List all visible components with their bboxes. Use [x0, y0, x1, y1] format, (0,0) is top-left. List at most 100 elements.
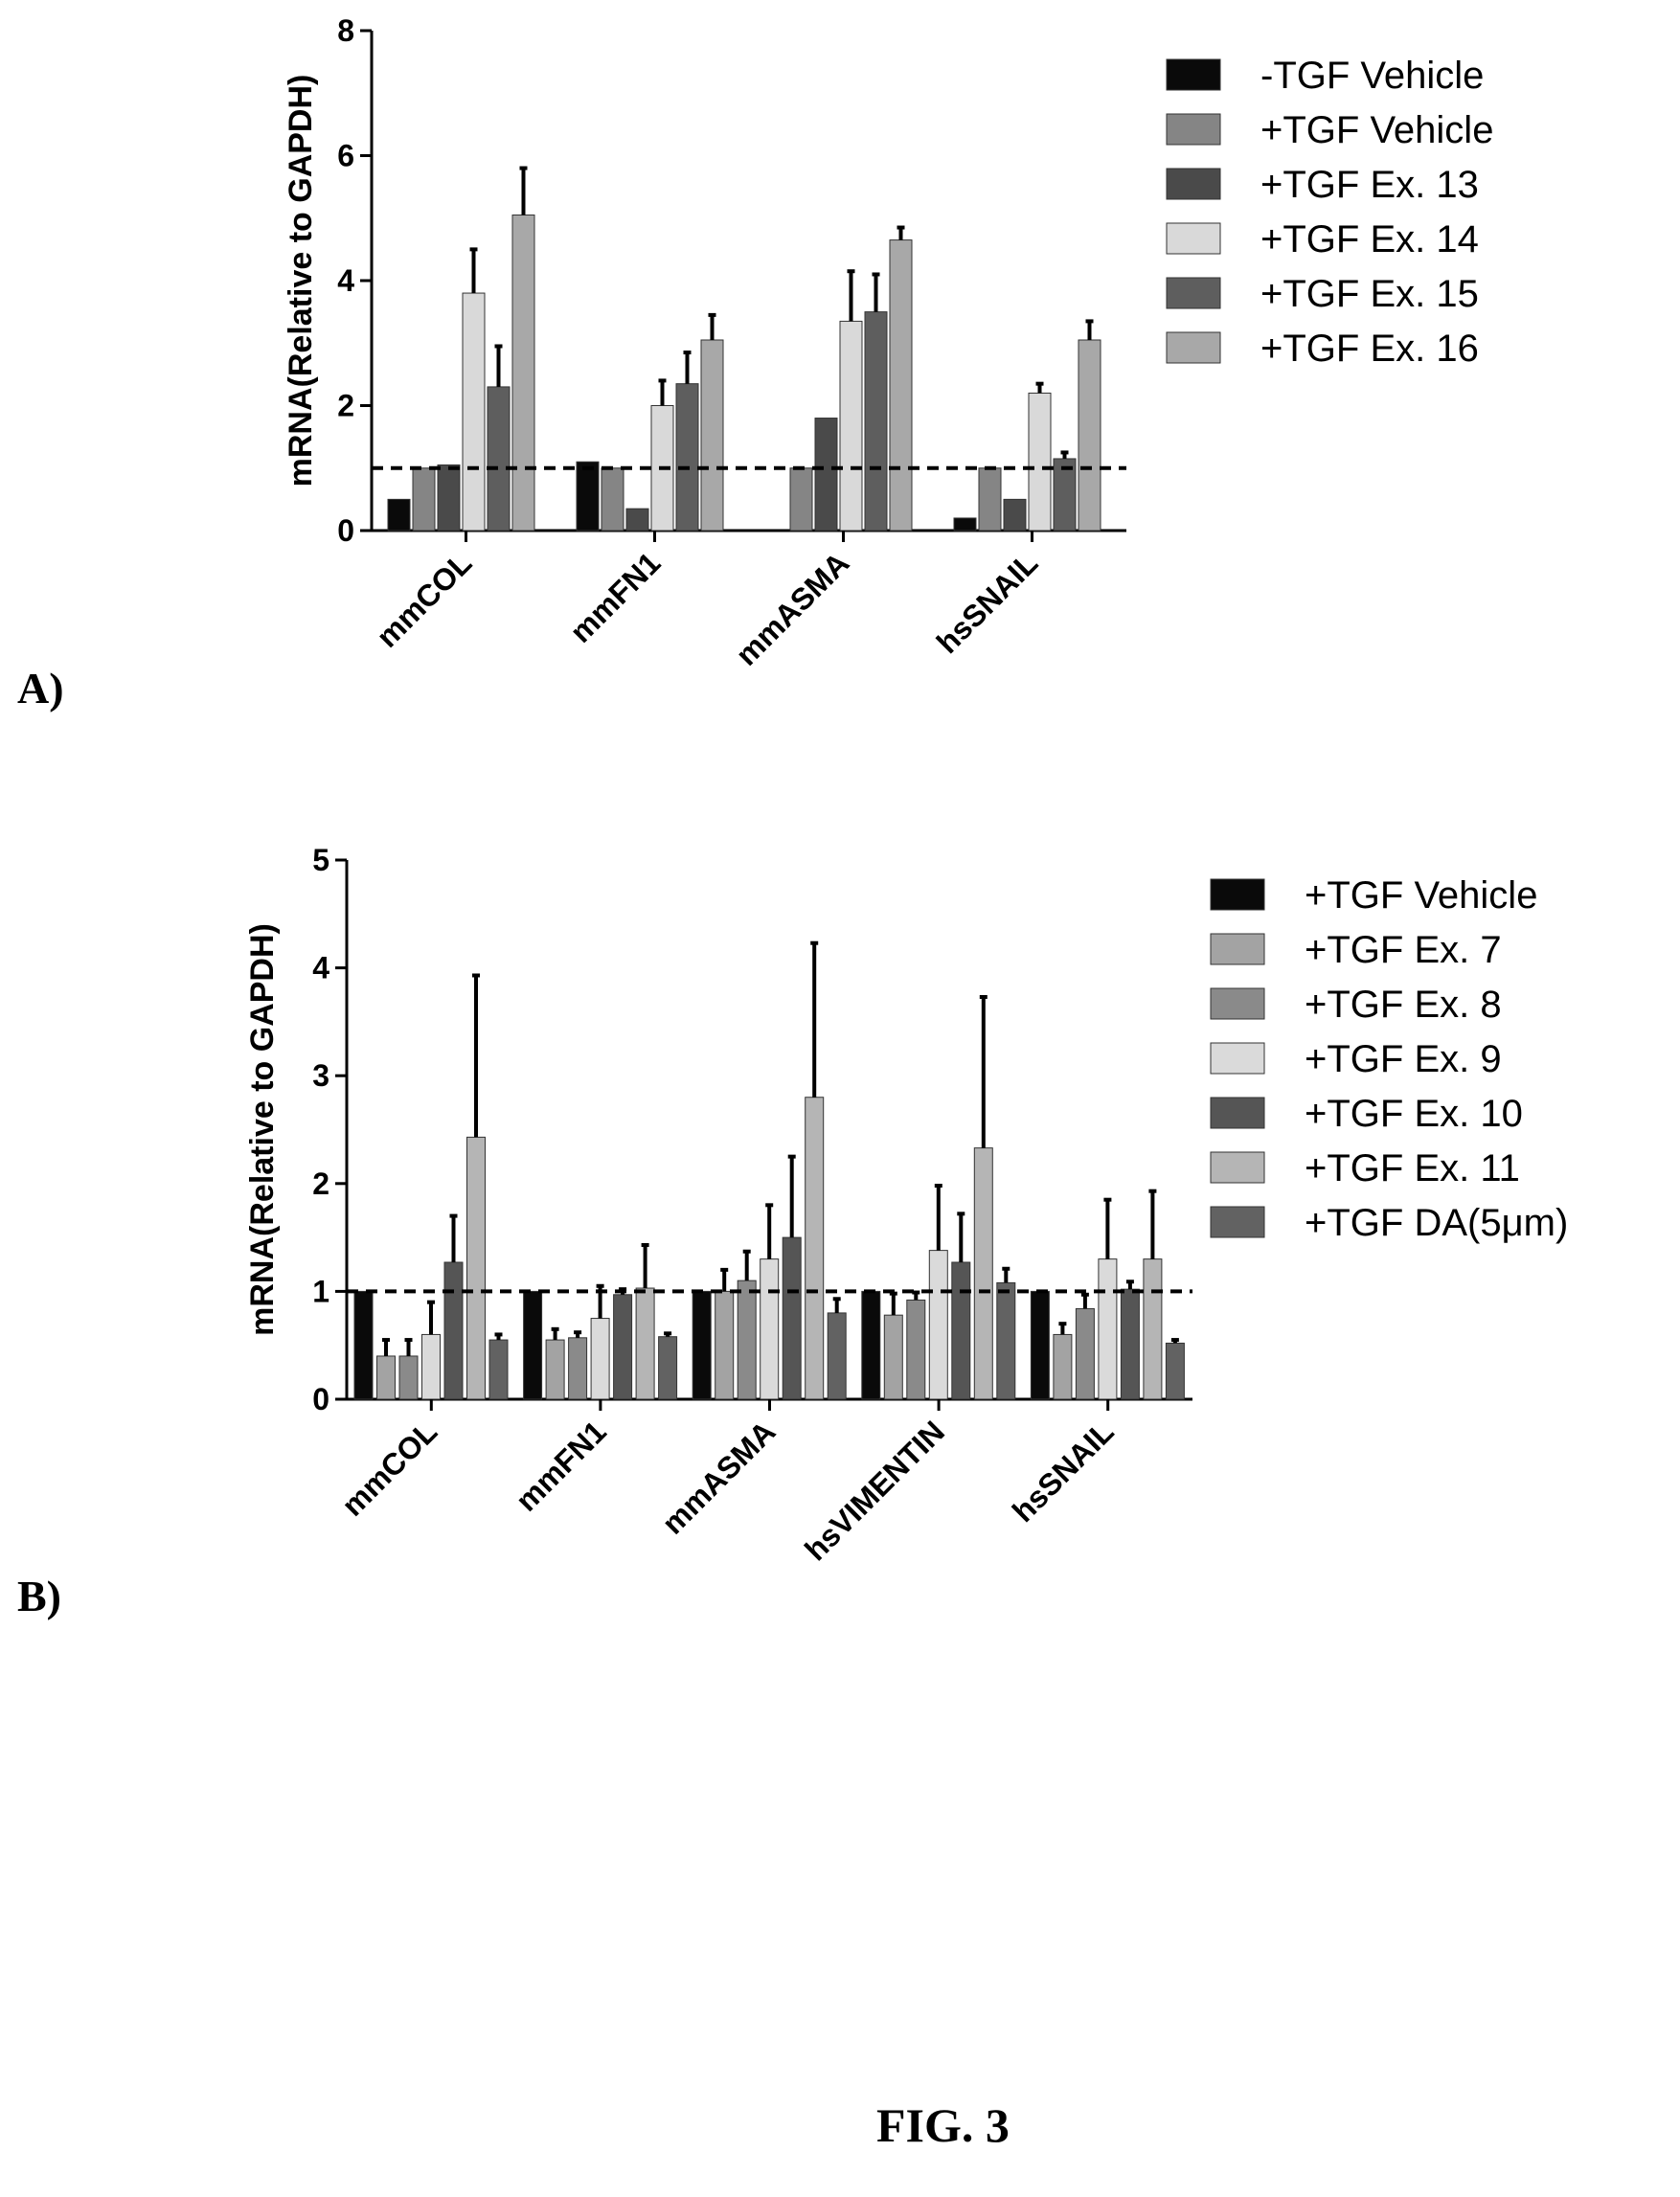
chart1-legend-swatch [1166, 277, 1221, 309]
chart1-legend-swatch [1166, 113, 1221, 146]
chart1-bar [814, 418, 838, 532]
chart1-bar [576, 461, 600, 532]
chart2-category-label: hsSNAIL [1006, 1414, 1121, 1529]
chart2-category-label: mmFN1 [509, 1414, 612, 1517]
chart1-legend-swatch [1166, 222, 1221, 255]
chart1-legend-label: +TGF Ex. 15 [1260, 273, 1479, 315]
panel-label-a: A) [17, 664, 64, 713]
chart2-legend-swatch [1210, 1206, 1265, 1238]
chart1-legend-swatch [1166, 331, 1221, 364]
chart2-y-tick-label: 2 [312, 1166, 329, 1201]
chart1-bar [437, 464, 461, 532]
chart2-bar [1053, 1333, 1073, 1400]
chart1-bar [1003, 498, 1027, 532]
chart2-bar [568, 1337, 588, 1400]
chart2-bar [1030, 1290, 1050, 1400]
chart1-bar [511, 214, 535, 532]
chart1-bar [789, 467, 813, 532]
chart2-bar [421, 1333, 441, 1400]
chart1-category-label: mmCOL [370, 545, 478, 653]
chart2-legend-swatch [1210, 1151, 1265, 1184]
chart2-bar [1075, 1307, 1095, 1400]
chart2-bar [488, 1339, 509, 1400]
chart1-bar [625, 508, 649, 532]
chart1-bar [978, 467, 1002, 532]
chart1-category-label: hsSNAIL [930, 545, 1045, 660]
chart2-bar [1098, 1258, 1118, 1400]
chart2-bar [545, 1339, 565, 1400]
chart2-bar [996, 1281, 1016, 1400]
chart2-bar [443, 1261, 464, 1400]
chart2-legend-label: +TGF DA(5μm) [1305, 1202, 1568, 1244]
chart2-bar [1143, 1258, 1163, 1400]
chart2-category-label: hsVIMENTIN [798, 1414, 951, 1567]
chart2-bar [635, 1287, 655, 1400]
chart2-bar [782, 1236, 802, 1400]
chart1-y-tick-label: 6 [337, 139, 354, 173]
chart2-bar [398, 1355, 419, 1400]
chart2-legend-swatch [1210, 1042, 1265, 1075]
chart1-bar [462, 292, 486, 532]
figure-caption: FIG. 3 [876, 2098, 1010, 2152]
chart2-category-label: mmCOL [335, 1414, 443, 1522]
chart2-y-tick-label: 0 [312, 1382, 329, 1416]
chart1-bar [675, 383, 699, 532]
chart1-legend-label: +TGF Vehicle [1260, 109, 1493, 151]
chart1-bar [700, 339, 724, 532]
chart2-legend-label: +TGF Ex. 7 [1305, 929, 1502, 971]
chart1-bar [839, 320, 863, 532]
chart2-legend-label: +TGF Ex. 8 [1305, 984, 1502, 1026]
chart2-legend-label: +TGF Ex. 11 [1305, 1147, 1520, 1189]
chart1-bar [1078, 339, 1101, 532]
chart1-category-label: mmASMA [729, 545, 855, 671]
chart2-bar [861, 1290, 881, 1400]
chart2-legend-swatch [1210, 878, 1265, 911]
chart2-legend-label: +TGF Ex. 9 [1305, 1038, 1502, 1080]
chart2-bar [883, 1314, 903, 1400]
chart1-bar [1028, 392, 1052, 532]
chart2-legend-swatch [1210, 1097, 1265, 1129]
chart1-legend-label: -TGF Vehicle [1260, 55, 1484, 97]
chart1-legend-label: +TGF Ex. 13 [1260, 164, 1479, 206]
chart2-category-label: mmASMA [655, 1414, 782, 1540]
chart1-bar [601, 467, 624, 532]
chart1-legend-label: +TGF Ex. 16 [1260, 328, 1479, 370]
chart2-bar [590, 1318, 610, 1400]
chart1-y-tick-label: 0 [337, 513, 354, 548]
chart1-bar [889, 239, 913, 532]
chart2-y-tick-label: 5 [312, 843, 329, 877]
chart1-y-tick-label: 2 [337, 389, 354, 423]
chart2-bar [523, 1290, 543, 1400]
chart2-bar [658, 1336, 678, 1400]
chart2-bar [466, 1136, 486, 1400]
chart2-bar [613, 1294, 633, 1400]
chart2-bar [737, 1280, 757, 1400]
chart1-category-label: mmFN1 [563, 545, 667, 648]
chart2-y-tick-label: 1 [312, 1274, 329, 1308]
chart2-bar [1165, 1342, 1185, 1400]
chart2-y-tick-label: 4 [312, 951, 329, 985]
panel-label-b: B) [17, 1572, 61, 1620]
chart1-legend-swatch [1166, 168, 1221, 200]
chart2-bar [928, 1250, 948, 1400]
chart1-legend-swatch [1166, 58, 1221, 91]
chart2-legend-label: +TGF Vehicle [1305, 874, 1537, 917]
chart1-y-tick-label: 8 [337, 13, 354, 48]
chart1-bar [387, 498, 411, 532]
chart2-bar [805, 1097, 825, 1400]
chart1-y-axis-title: mRNA(Relative to GAPDH) [283, 75, 319, 487]
chart2-bar [1120, 1288, 1140, 1400]
chart2-bar [951, 1261, 971, 1400]
chart2-bar [692, 1290, 712, 1400]
chart2-bar [760, 1258, 780, 1400]
chart1-bar [953, 517, 977, 532]
chart2-legend-swatch [1210, 933, 1265, 965]
chart2-bar [906, 1299, 926, 1400]
chart2-y-tick-label: 3 [312, 1058, 329, 1093]
chart1-bar [864, 311, 888, 532]
chart2-bar [715, 1290, 735, 1400]
chart2-legend-label: +TGF Ex. 10 [1305, 1093, 1523, 1135]
chart2-bar [376, 1355, 396, 1400]
chart2-legend-swatch [1210, 987, 1265, 1020]
